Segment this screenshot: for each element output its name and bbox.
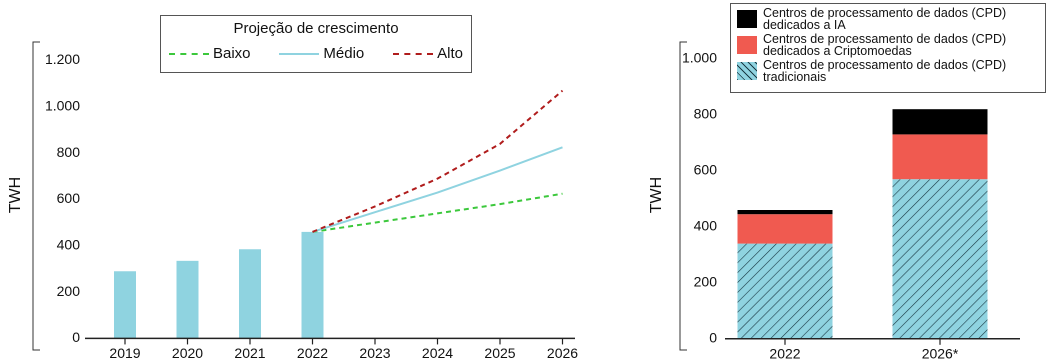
y-tick-label: 1.000 xyxy=(682,50,717,66)
legend-entry: Centros de processamento de dados (CPD) … xyxy=(737,59,1039,83)
x-tick-label: 2024 xyxy=(422,345,453,361)
bar-segment xyxy=(892,134,988,180)
legend-label: Baixo xyxy=(213,45,251,62)
legend-entry: Médio xyxy=(279,45,364,62)
legend-entry: Baixo xyxy=(169,45,251,62)
y-tick-label: 1.000 xyxy=(45,98,80,114)
legend: Centros de processamento de dados (CPD) … xyxy=(730,3,1046,93)
legend-label: Médio xyxy=(323,45,365,62)
legend-swatch xyxy=(169,52,209,55)
bar-segment xyxy=(892,179,988,339)
legend-entry: Centros de processamento de dados (CPD) … xyxy=(737,7,1039,31)
x-tick-label: 2019 xyxy=(109,345,140,361)
legend-swatch xyxy=(737,62,757,80)
y-tick-label: 800 xyxy=(694,106,718,122)
y-tick-label: 200 xyxy=(694,274,718,290)
y-tick-label: 800 xyxy=(57,144,81,160)
bar xyxy=(114,271,136,339)
legend-swatch xyxy=(737,36,757,54)
y-tick-label: 400 xyxy=(694,218,718,234)
y-tick-label: 1.200 xyxy=(45,51,80,67)
x-tick-label: 2022 xyxy=(769,346,800,362)
x-tick-label: 2020 xyxy=(172,345,203,361)
y-axis-label: TWH xyxy=(7,177,24,213)
legend-label: Centros de processamento de dados (CPD) … xyxy=(763,58,1007,84)
x-tick-label: 2025 xyxy=(484,345,515,361)
y-axis xyxy=(679,41,687,351)
bar xyxy=(176,260,199,339)
x-tick-label: 2022 xyxy=(297,345,328,361)
bar-segment xyxy=(737,243,833,339)
y-tick-label: 400 xyxy=(57,236,81,252)
bar-segment xyxy=(737,210,833,215)
x-tick-label: 2026 xyxy=(547,345,578,361)
line-series xyxy=(312,146,563,233)
legend-swatch xyxy=(737,10,757,28)
x-tick-label: 2021 xyxy=(234,345,265,361)
legend-entry: Alto xyxy=(393,45,463,62)
legend: Projeção de crescimento Baixo Médio Alto xyxy=(160,15,472,73)
legend-title: Projeção de crescimento xyxy=(233,20,399,37)
line-series xyxy=(312,89,564,233)
bar-segment xyxy=(737,214,833,244)
y-tick-label: 200 xyxy=(57,283,81,299)
y-tick-label: 0 xyxy=(72,329,80,345)
y-tick-label: 600 xyxy=(57,190,81,206)
legend-label: Centros de processamento de dados (CPD) … xyxy=(763,32,1007,58)
x-tick-label: 2026* xyxy=(922,346,959,362)
legend-swatch xyxy=(279,52,320,55)
y-tick-label: 600 xyxy=(694,162,718,178)
y-tick-label: 0 xyxy=(709,330,717,346)
bar xyxy=(301,231,324,339)
y-axis xyxy=(32,41,40,351)
bar xyxy=(239,249,261,339)
x-tick-label: 2023 xyxy=(359,345,390,361)
line-series xyxy=(312,192,563,233)
legend-entries: Baixo Médio Alto xyxy=(169,45,463,62)
legend-swatch xyxy=(393,52,434,55)
legend-entry: Centros de processamento de dados (CPD) … xyxy=(737,33,1039,57)
legend-label: Centros de processamento de dados (CPD) … xyxy=(763,6,1007,32)
y-axis-label: TWH xyxy=(648,177,665,213)
legend-label: Alto xyxy=(437,45,463,62)
bar-segment xyxy=(892,109,988,135)
